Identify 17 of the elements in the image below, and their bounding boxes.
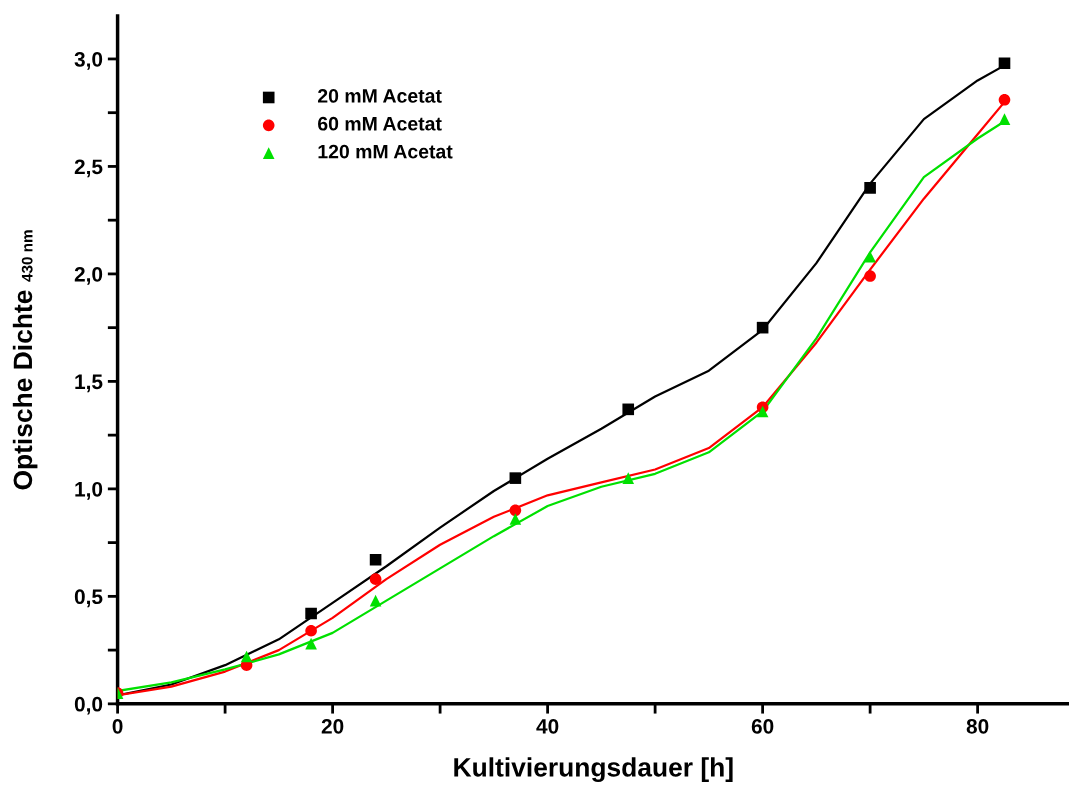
legend-label: 60 mM Acetat bbox=[318, 116, 442, 131]
y-tick-label: 2,0 bbox=[74, 266, 103, 285]
y-tick-label: 1,0 bbox=[75, 481, 103, 500]
y-tick-label: 3,0 bbox=[74, 51, 103, 70]
legend-label: 120 mM Acetat bbox=[318, 144, 453, 159]
y-axis-title: Optische Dichte 430 nm bbox=[12, 230, 38, 490]
y-tick-label: 0,5 bbox=[74, 589, 103, 608]
x-tick-label: 80 bbox=[966, 718, 989, 734]
x-tick-label: 40 bbox=[536, 718, 559, 734]
x-tick-label: 0 bbox=[112, 718, 123, 734]
y-tick-label: 0,0 bbox=[74, 696, 103, 715]
y-tick-label: 2,5 bbox=[74, 159, 103, 178]
x-axis-title: Kultivierungsdauer [h] bbox=[454, 757, 733, 782]
y-tick-label: 1,5 bbox=[75, 374, 103, 393]
legend-label: 20 mM Acetat bbox=[317, 89, 442, 103]
x-tick-label: 60 bbox=[751, 718, 774, 734]
x-tick-label: 20 bbox=[321, 718, 344, 734]
